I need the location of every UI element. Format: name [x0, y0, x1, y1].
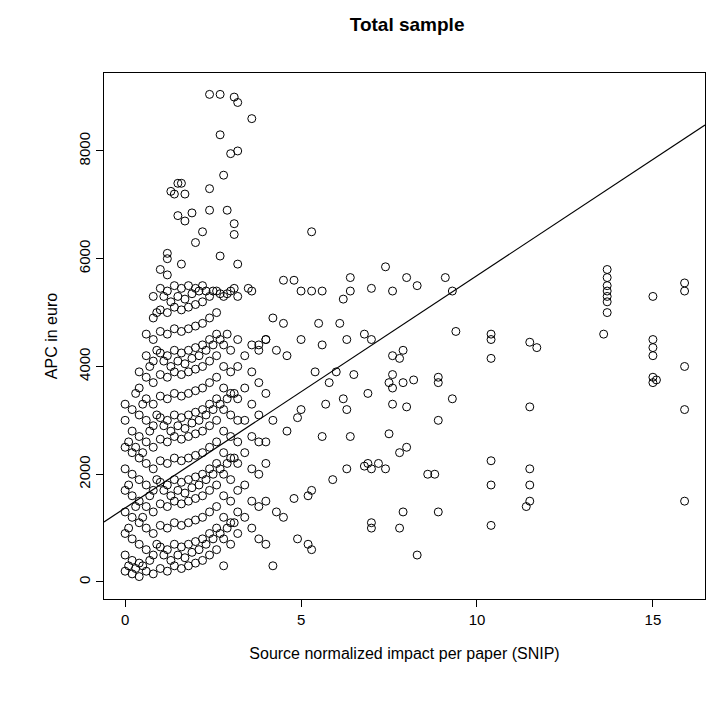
svg-text:10: 10	[469, 611, 486, 628]
svg-text:0: 0	[121, 611, 129, 628]
svg-text:2000: 2000	[76, 455, 93, 488]
svg-text:4000: 4000	[76, 348, 93, 381]
svg-text:Source normalized impact per p: Source normalized impact per paper (SNIP…	[249, 645, 559, 662]
svg-text:APC in euro: APC in euro	[43, 293, 60, 379]
svg-text:Total sample: Total sample	[350, 14, 465, 35]
svg-text:6000: 6000	[76, 240, 93, 273]
svg-text:5: 5	[297, 611, 305, 628]
svg-text:8000: 8000	[76, 132, 93, 165]
svg-text:15: 15	[645, 611, 662, 628]
svg-text:0: 0	[76, 576, 93, 584]
